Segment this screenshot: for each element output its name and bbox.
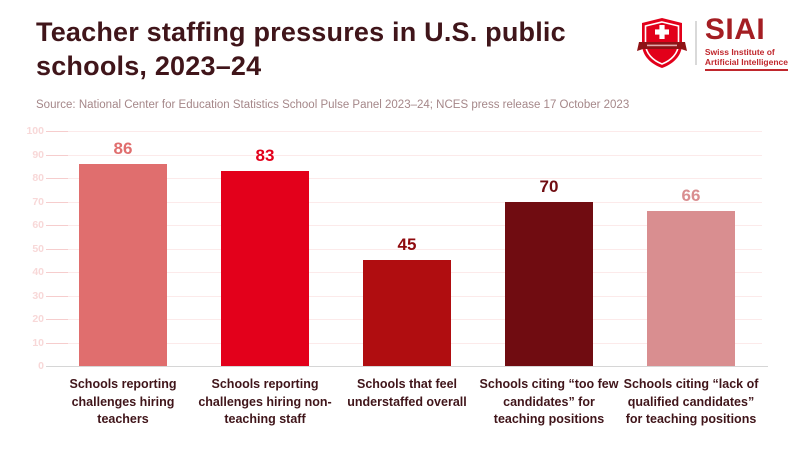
category-label-4: Schools citing “too few candidates” for … <box>479 377 619 426</box>
tickmark-y-50 <box>46 248 68 250</box>
siai-logo: SIAI Swiss Institute of Artificial Intel… <box>636 13 788 71</box>
tickmark-y-40 <box>46 272 68 273</box>
y-tick-label-40: 40 <box>32 266 44 278</box>
y-tick-label-100: 100 <box>26 125 44 137</box>
gridline-y-80 <box>52 178 762 179</box>
gridline-y-60 <box>52 225 762 226</box>
logo-acronym: SIAI <box>704 13 766 46</box>
logo-divider <box>694 21 697 66</box>
tickmark-y-90 <box>46 154 68 156</box>
bar-value-label-4: 70 <box>539 176 559 196</box>
logo-subtitle: Swiss Institute of Artificial Intelligen… <box>704 46 788 71</box>
swiss-shield-icon <box>636 18 687 69</box>
bar-value-label-1: 86 <box>113 138 133 158</box>
tickmark-y-70 <box>46 201 68 203</box>
tickmark-y-20 <box>46 319 68 320</box>
y-tick-label-70: 70 <box>32 195 44 208</box>
logo-text: SIAI Swiss Institute of Artificial Intel… <box>704 13 788 71</box>
tickmark-y-60 <box>46 225 68 226</box>
logo-subtitle-line2: Artificial Intelligence <box>704 56 788 67</box>
tickmark-y-10 <box>46 342 68 344</box>
bar-2 <box>221 170 309 366</box>
bar-3 <box>363 260 451 366</box>
tickmark-y-80 <box>46 178 68 179</box>
tickmark-y-100 <box>46 131 68 132</box>
y-tick-label-0: 0 <box>38 360 44 372</box>
category-label-1: Schools reporting challenges hiring teac… <box>69 377 177 426</box>
page-title: Teacher staffing pressures in U.S. publi… <box>36 17 566 81</box>
y-tick-label-30: 30 <box>32 289 44 302</box>
y-tick-label-50: 50 <box>32 242 44 255</box>
bar-4 <box>505 201 593 366</box>
gridline-y-100 <box>52 131 762 132</box>
bar-value-label-2: 83 <box>255 145 275 165</box>
category-label-2: Schools reporting challenges hiring non-… <box>198 377 332 426</box>
category-label-3: Schools that feel understaffed overall <box>347 377 467 409</box>
bar-value-label-5: 66 <box>681 185 701 205</box>
gridline-y-50 <box>52 248 762 250</box>
bar-5 <box>647 210 735 366</box>
bar-value-label-3: 45 <box>397 235 417 255</box>
y-tick-label-20: 20 <box>32 313 44 325</box>
x-axis-category-labels: Schools reporting challenges hiring teac… <box>52 376 762 442</box>
y-tick-label-10: 10 <box>32 336 44 349</box>
category-label-5: Schools citing “lack of qualified candid… <box>623 377 759 426</box>
bar-1 <box>79 163 167 366</box>
gridline-y-90 <box>52 154 762 156</box>
y-tick-label-90: 90 <box>32 148 44 161</box>
y-tick-label-60: 60 <box>32 219 44 231</box>
gridline-y-70 <box>52 201 762 203</box>
logo-subtitle-line1: Swiss Institute of <box>704 46 775 57</box>
y-axis-tick-labels: 0 10 20 30 40 50 60 70 80 90 100 <box>8 125 44 372</box>
x-axis-line <box>46 366 768 367</box>
y-tick-label-80: 80 <box>32 172 44 184</box>
bar-chart-plot-area: 86 83 45 70 66 <box>46 131 762 366</box>
source-note: Source: National Center for Education St… <box>36 99 630 111</box>
tickmark-y-30 <box>46 295 68 297</box>
